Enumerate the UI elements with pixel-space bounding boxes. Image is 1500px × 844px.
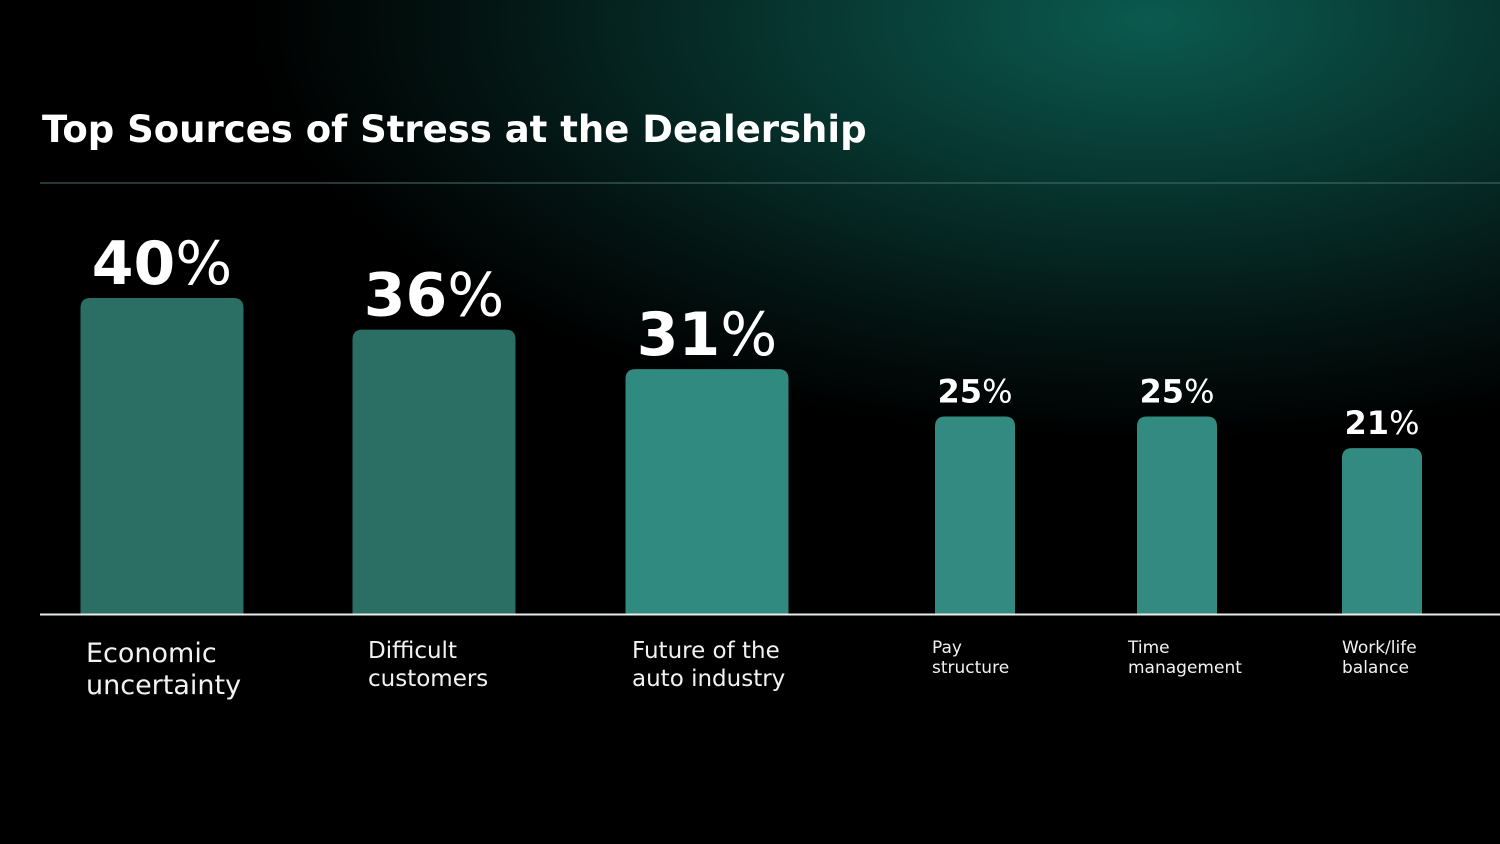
bar	[80, 298, 244, 614]
category-label: Future of the auto industry	[632, 638, 786, 692]
bar	[1137, 416, 1217, 614]
category-label: Difficult customers	[368, 638, 489, 692]
bar	[935, 416, 1015, 614]
bar	[625, 369, 789, 614]
value-label: 40%	[92, 229, 233, 299]
value-label: 25%	[938, 373, 1013, 411]
category-label: Work/life balance	[1342, 638, 1417, 679]
chart-title: Top Sources of Stress at the Dealership	[42, 108, 867, 151]
value-label: 25%	[1140, 373, 1215, 411]
value-label: 21%	[1345, 404, 1420, 442]
bar	[352, 329, 516, 614]
category-label: Pay structure	[932, 638, 1010, 679]
value-label: 31%	[637, 300, 778, 370]
category-label: Time management	[1128, 638, 1242, 679]
category-label: Economic uncertainty	[86, 638, 242, 702]
value-label: 36%	[364, 261, 505, 331]
bar	[1342, 448, 1422, 614]
